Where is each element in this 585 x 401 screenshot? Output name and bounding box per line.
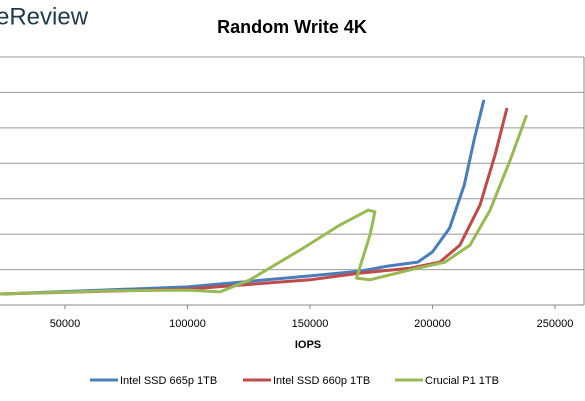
- brand: eReview: [0, 3, 89, 30]
- x-tick-label: 50000: [50, 318, 81, 330]
- x-tick-label: 250000: [537, 318, 574, 330]
- legend-label: Intel SSD 660p 1TB: [273, 375, 370, 387]
- x-tick-label: 100000: [169, 318, 206, 330]
- x-tick-label: 200000: [414, 318, 451, 330]
- series-line: [0, 99, 486, 296]
- legend-label: Intel SSD 665p 1TB: [120, 375, 217, 387]
- x-axis-label: IOPS: [295, 339, 321, 351]
- x-tick-label: 150000: [292, 318, 329, 330]
- legend-label: Crucial P1 1TB: [425, 375, 499, 387]
- series-line: [0, 114, 529, 296]
- chart-title: Random Write 4K: [217, 17, 367, 37]
